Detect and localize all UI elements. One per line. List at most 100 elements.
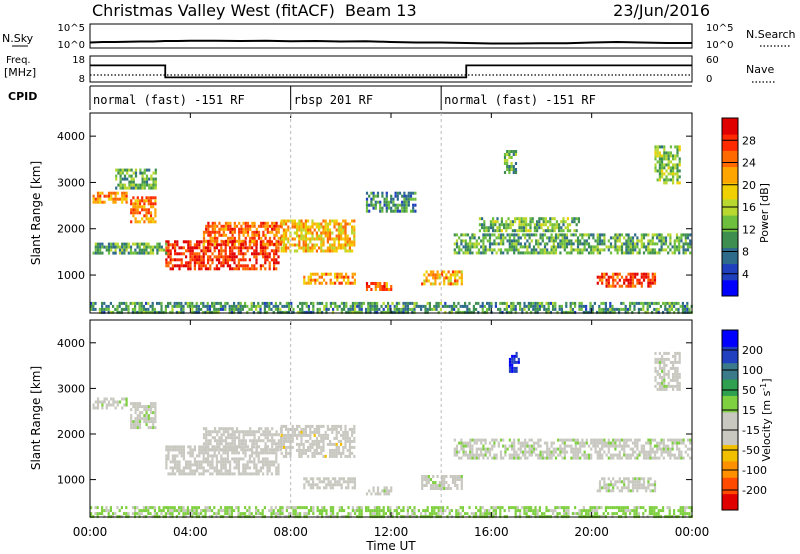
data-cell [257, 230, 261, 234]
data-cell [193, 264, 196, 268]
data-cell [678, 381, 681, 385]
data-cell [189, 252, 192, 256]
data-cell [565, 444, 569, 448]
data-cell [255, 233, 258, 237]
data-cell [300, 219, 303, 223]
data-cell [496, 220, 499, 224]
data-cell [273, 255, 276, 259]
data-cell [334, 477, 337, 481]
data-cell [178, 463, 181, 467]
data-cell [180, 448, 183, 452]
data-cell [114, 251, 117, 255]
data-cell [663, 145, 666, 149]
data-cell [337, 240, 340, 244]
data-cell [640, 477, 643, 481]
data-cell [342, 445, 345, 449]
data-cell [427, 475, 430, 478]
data-cell [591, 304, 594, 308]
data-cell [627, 438, 630, 442]
data-cell [270, 301, 273, 305]
data-cell [266, 255, 269, 259]
data-cell [187, 463, 190, 467]
data-cell [510, 444, 514, 448]
data-cell [235, 239, 239, 243]
data-cell [198, 267, 201, 271]
data-cell [333, 427, 336, 431]
data-cell [110, 242, 113, 246]
data-cell [483, 223, 486, 227]
data-cell [94, 506, 97, 510]
data-cell [244, 227, 247, 231]
data-cell [176, 258, 179, 262]
data-cell [656, 251, 659, 255]
data-cell [403, 206, 406, 210]
data-cell [620, 301, 623, 305]
data-cell [342, 433, 345, 437]
data-cell [387, 200, 391, 204]
data-cell [661, 378, 664, 382]
data-cell [379, 285, 382, 288]
data-cell [651, 278, 654, 282]
data-cell [678, 242, 681, 246]
data-cell [180, 451, 183, 455]
data-cell [540, 226, 543, 230]
data-cell [510, 162, 513, 165]
data-cell [505, 304, 508, 308]
data-cell [666, 310, 669, 314]
data-cell [92, 403, 95, 407]
data-cell [673, 453, 676, 457]
data-cell [663, 378, 666, 382]
data-cell [528, 453, 531, 457]
data-cell [609, 444, 613, 448]
data-cell [578, 307, 581, 311]
data-cell [682, 248, 685, 252]
data-cell [627, 284, 630, 288]
data-cell [514, 304, 517, 308]
data-cell [140, 248, 144, 252]
data-cell [312, 272, 315, 276]
data-cell [271, 221, 274, 225]
data-cell [235, 445, 239, 449]
data-cell [457, 310, 460, 314]
data-cell [264, 267, 267, 271]
data-cell [455, 239, 459, 243]
data-cell [198, 240, 201, 244]
data-cell [280, 445, 283, 449]
data-cell [559, 245, 562, 249]
data-cell [134, 242, 137, 246]
data-cell [296, 442, 299, 446]
data-cell [449, 279, 452, 283]
data-cell [244, 252, 247, 256]
data-cell [672, 181, 675, 185]
data-cell [174, 472, 177, 476]
data-cell [300, 442, 303, 446]
data-cell [296, 243, 299, 247]
data-cell [96, 403, 100, 407]
data-cell [224, 233, 228, 237]
data-cell [143, 220, 146, 224]
data-cell [403, 197, 406, 201]
data-cell [492, 226, 495, 230]
data-cell [303, 477, 306, 481]
data-cell [603, 483, 606, 487]
data-cell [493, 444, 496, 448]
data-cell [385, 285, 388, 288]
data-cell [198, 246, 201, 250]
data-cell [624, 307, 627, 311]
data-cell [123, 512, 126, 516]
data-cell [298, 243, 301, 247]
data-cell [407, 197, 410, 201]
data-cell [427, 478, 430, 481]
data-cell [264, 221, 267, 225]
data-cell [383, 285, 386, 288]
data-cell [600, 307, 603, 311]
data-cell [510, 307, 513, 311]
data-cell [634, 284, 637, 288]
data-cell [129, 251, 133, 255]
data-cell [460, 276, 463, 280]
data-cell [126, 177, 129, 181]
data-cell [326, 424, 329, 428]
data-cell [209, 472, 212, 476]
data-cell [334, 272, 337, 276]
data-cell [678, 456, 681, 460]
